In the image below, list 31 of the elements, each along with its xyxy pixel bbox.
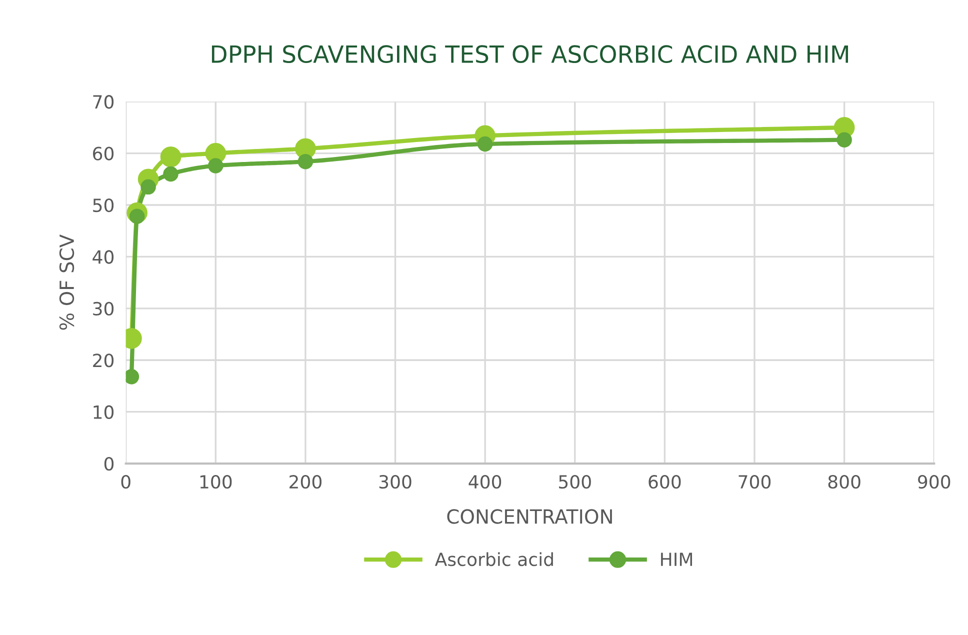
x-tick-label: 100 — [200, 474, 232, 489]
x-tick-label: 600 — [648, 474, 681, 489]
y-tick-label: 10 — [94, 405, 114, 419]
y-tick-label: 50 — [93, 198, 114, 212]
x-axis-title: CONCENTRATION — [447, 509, 612, 524]
point — [836, 132, 852, 148]
x-tick-label: 400 — [468, 474, 502, 489]
y-tick-label: 30 — [93, 302, 114, 316]
y-axis-title: % OF SCV — [59, 234, 74, 330]
point — [126, 369, 140, 384]
y-tick-label: 20 — [93, 354, 114, 368]
legend-label: HIM — [661, 552, 692, 566]
y-tick-label: 40 — [92, 250, 114, 264]
x-tick-label: 200 — [290, 474, 322, 489]
x-tick-label: 700 — [738, 474, 771, 489]
point — [160, 146, 182, 168]
point — [477, 136, 493, 152]
x-tick-label: 900 — [918, 474, 950, 489]
point — [208, 158, 224, 174]
x-tick-label: 500 — [559, 474, 591, 489]
point — [140, 179, 156, 195]
y-tick-label: 60 — [93, 146, 114, 160]
y-tick-label: 70 — [93, 95, 114, 109]
x-tick-label: 0 — [121, 474, 130, 489]
point — [298, 154, 314, 170]
legend-label: Ascorbic acid — [434, 552, 553, 566]
point — [163, 166, 178, 182]
x-tick-label: 800 — [828, 474, 860, 489]
chart-title: DPPH SCAVENGING TEST OF ASCORBIC ACID AND HIM — [212, 45, 848, 64]
y-tick-label: 0 — [104, 457, 114, 471]
x-tick-label: 300 — [379, 474, 412, 489]
